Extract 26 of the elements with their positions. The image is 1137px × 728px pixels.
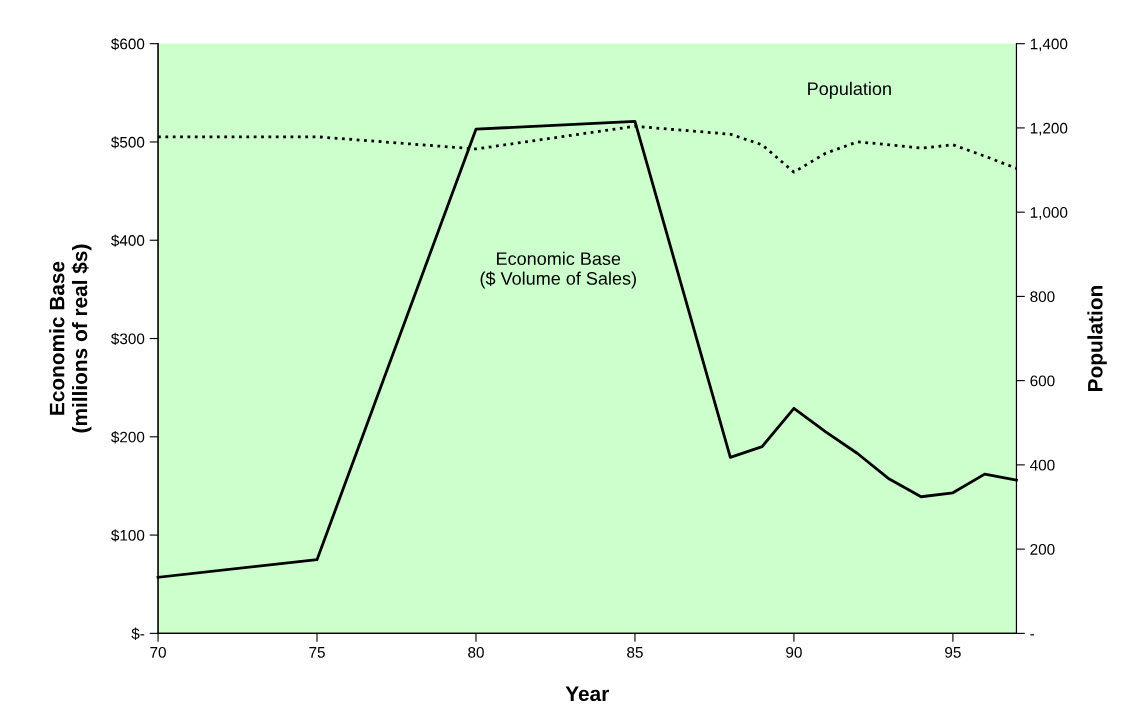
y2-tick-label: 800 (1030, 291, 1055, 303)
x-tick-label: 75 (309, 647, 325, 658)
y-tick-label: $300 (111, 332, 145, 346)
y-tick-label: $500 (111, 136, 145, 149)
y-tick-label: $400 (111, 234, 145, 247)
x-tick-label: 90 (786, 646, 802, 658)
x-tick-label: 95 (945, 646, 961, 658)
y2-axis-title: Population (1087, 285, 1107, 391)
y-tick-label: $600 (111, 37, 145, 51)
y-tick-label: $- (131, 627, 145, 640)
x-tick-label: 85 (627, 646, 643, 658)
y-tick-label: $100 (111, 529, 145, 542)
annotation: Economic Base ($ Volume of Sales) (480, 251, 636, 289)
y2-tick-label: - (1030, 634, 1035, 636)
y-tick-label: $200 (111, 431, 145, 444)
y-axis-title: Economic Base (millions of real $s) (49, 244, 92, 433)
y2-tick-label: 1,000 (1030, 207, 1068, 220)
x-tick-label: 80 (468, 646, 484, 658)
x-tick-label: 70 (150, 646, 166, 658)
y2-tick-label: 1,400 (1030, 38, 1068, 52)
y2-tick-label: 400 (1030, 459, 1055, 471)
y2-tick-label: 600 (1030, 375, 1055, 387)
annotation: Population (808, 81, 891, 99)
y2-tick-label: 1,200 (1030, 122, 1068, 136)
x-axis-title: Year (565, 686, 609, 702)
y2-tick-label: 200 (1030, 543, 1055, 555)
